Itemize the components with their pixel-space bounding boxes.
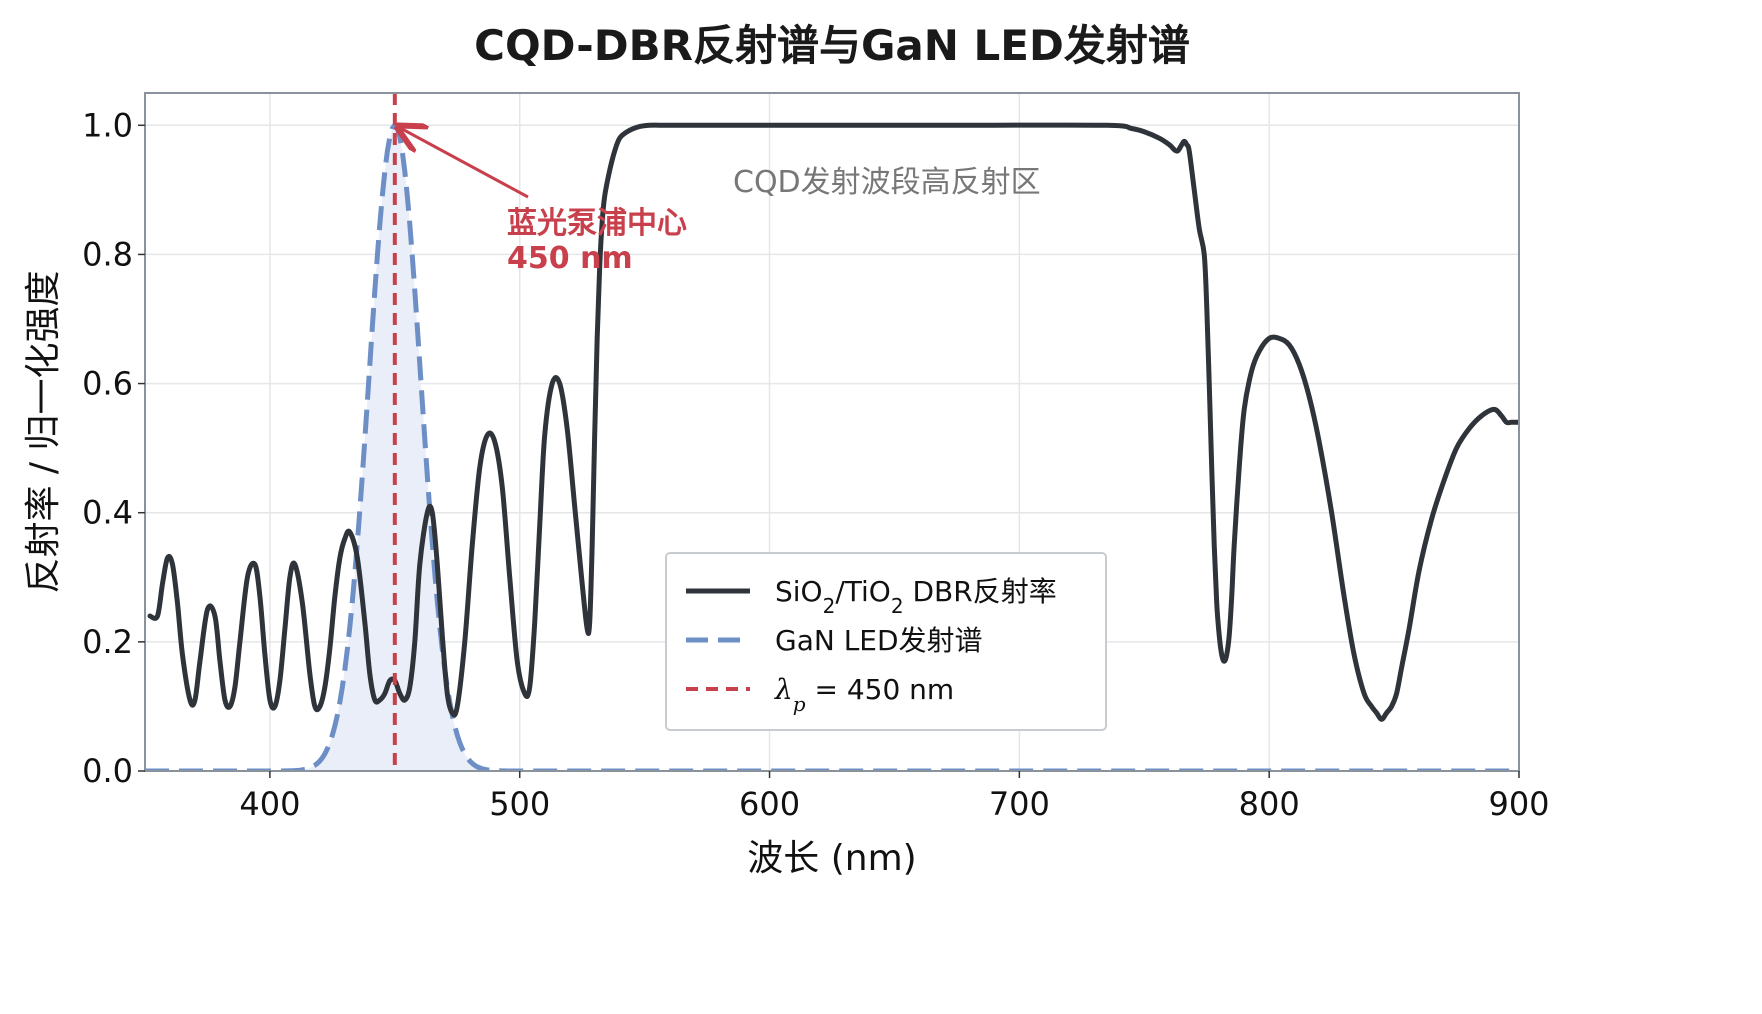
x-axis-label: 波长 (nm) <box>747 838 916 879</box>
pump-annotation-arrow <box>401 128 529 199</box>
x-tick-label: 500 <box>489 785 550 823</box>
plot-frame <box>144 92 1520 772</box>
pump-annotation-line1: 蓝光泵浦中心 <box>507 206 687 241</box>
legend-label-led: GaN LED发射谱 <box>775 624 983 657</box>
x-tick-label: 400 <box>239 785 300 823</box>
x-tick-label: 700 <box>989 785 1050 823</box>
led-fill-layer <box>145 125 1519 771</box>
x-tick-label: 600 <box>739 785 800 823</box>
led-emission-fill <box>145 125 1519 771</box>
y-tick-label: 0.4 <box>82 494 133 532</box>
y-tick-label: 0.8 <box>82 235 133 273</box>
chart: CQD-DBR反射谱与GaN LED发射谱 400 500 600 700 800 900… <box>23 21 1550 879</box>
y-tick-label: 1.0 <box>82 106 133 144</box>
x-axis-ticks: 400 500 600 700 800 900 <box>239 771 1550 823</box>
legend-box <box>665 552 1107 731</box>
y-tick-label: 0.0 <box>82 752 133 790</box>
y-tick-label: 0.6 <box>82 365 133 403</box>
high-reflect-zone-label: CQD发射波段高反射区 <box>733 165 1041 200</box>
legend-label-dbr: SiO2/TiO2 DBR反射率 <box>775 575 1057 618</box>
chart-title: CQD-DBR反射谱与GaN LED发射谱 <box>474 21 1190 70</box>
x-tick-label: 900 <box>1488 785 1549 823</box>
pump-annotation-line2: 450 nm <box>507 241 633 276</box>
x-tick-label: 800 <box>1239 785 1300 823</box>
dbr-layer <box>147 122 1519 722</box>
y-axis-ticks: 0.0 0.2 0.4 0.6 0.8 1.0 <box>82 106 145 790</box>
y-axis-label: 反射率 / 归一化强度 <box>23 270 64 593</box>
y-tick-label: 0.2 <box>82 623 133 661</box>
legend-label-pump: λp = 450 nm <box>774 673 954 716</box>
dbr-reflectance-line <box>147 122 1519 722</box>
legend: SiO2/TiO2 DBR反射率 GaN LED发射谱 λp = 450 nm <box>665 552 1107 731</box>
